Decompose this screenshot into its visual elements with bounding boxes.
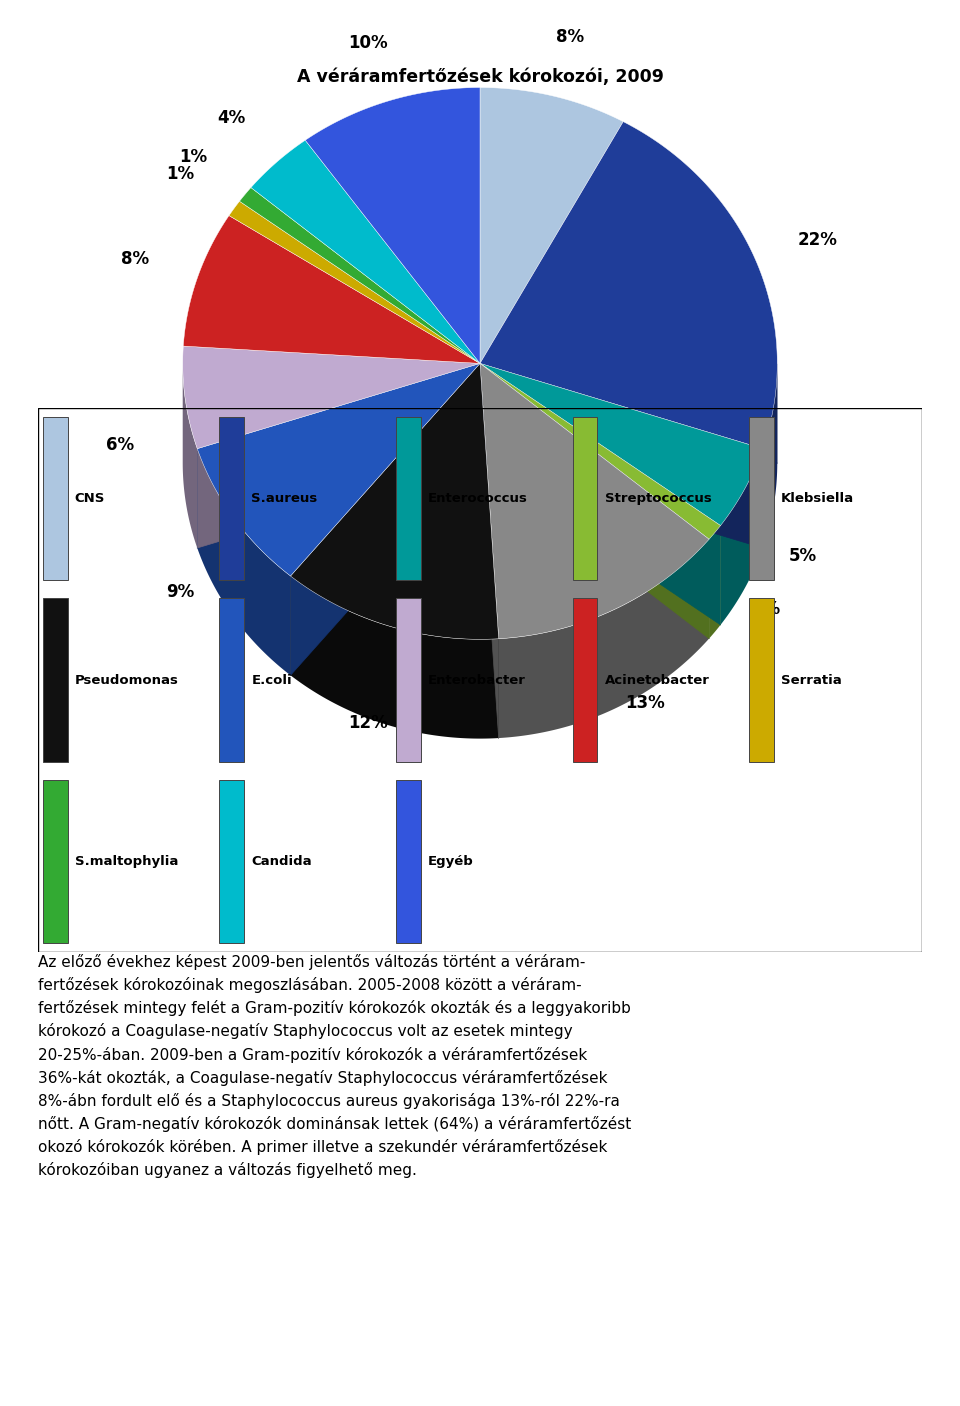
Polygon shape (291, 363, 480, 675)
Polygon shape (480, 363, 721, 540)
Polygon shape (763, 364, 778, 548)
Polygon shape (182, 363, 197, 548)
Text: Enterococcus: Enterococcus (428, 492, 528, 505)
Polygon shape (480, 363, 721, 624)
Polygon shape (480, 87, 623, 363)
Polygon shape (480, 363, 709, 638)
Text: 12%: 12% (348, 714, 388, 733)
Polygon shape (721, 449, 763, 624)
Polygon shape (480, 363, 763, 526)
Text: Egyéb: Egyéb (428, 855, 473, 868)
Text: Streptococcus: Streptococcus (605, 492, 711, 505)
Text: 5%: 5% (789, 547, 817, 565)
Polygon shape (480, 363, 498, 738)
Text: Enterobacter: Enterobacter (428, 673, 526, 686)
Polygon shape (197, 449, 291, 675)
Polygon shape (197, 363, 480, 576)
Polygon shape (480, 363, 763, 548)
Text: Candida: Candida (252, 855, 312, 868)
Text: Az előző évekhez képest 2009-ben jelentős változás történt a véráram-
fertőzések: Az előző évekhez képest 2009-ben jelentő… (38, 955, 632, 1178)
Polygon shape (480, 363, 778, 463)
Polygon shape (291, 363, 480, 675)
Text: 1%: 1% (180, 148, 207, 166)
FancyBboxPatch shape (43, 780, 67, 943)
Text: S.aureus: S.aureus (252, 492, 318, 505)
Text: S.maltophylia: S.maltophylia (75, 855, 178, 868)
FancyBboxPatch shape (750, 599, 774, 762)
FancyBboxPatch shape (396, 418, 420, 581)
Text: 6%: 6% (107, 436, 134, 454)
Text: Klebsiella: Klebsiella (781, 492, 854, 505)
Text: Serratia: Serratia (781, 673, 842, 686)
Text: Pseudomonas: Pseudomonas (75, 673, 179, 686)
Polygon shape (291, 576, 498, 738)
Text: 4%: 4% (218, 110, 246, 127)
FancyBboxPatch shape (220, 780, 244, 943)
Polygon shape (480, 122, 778, 449)
Polygon shape (197, 363, 480, 548)
Polygon shape (480, 363, 709, 638)
Text: 9%: 9% (166, 583, 194, 602)
Polygon shape (239, 187, 480, 363)
Text: A véráramfertőzések kórokozói, 2009: A véráramfertőzések kórokozói, 2009 (297, 67, 663, 86)
Text: E.coli: E.coli (252, 673, 292, 686)
Polygon shape (305, 87, 480, 363)
Polygon shape (229, 201, 480, 363)
FancyBboxPatch shape (43, 599, 67, 762)
Polygon shape (480, 363, 709, 638)
Polygon shape (480, 363, 763, 548)
Text: 1%: 1% (753, 600, 780, 619)
Polygon shape (498, 540, 709, 738)
Polygon shape (251, 141, 480, 363)
FancyBboxPatch shape (750, 418, 774, 581)
FancyBboxPatch shape (396, 780, 420, 943)
Text: 22%: 22% (798, 231, 837, 249)
FancyBboxPatch shape (573, 599, 597, 762)
Polygon shape (182, 346, 480, 449)
Text: CNS: CNS (75, 492, 105, 505)
FancyBboxPatch shape (220, 599, 244, 762)
Polygon shape (480, 363, 721, 624)
FancyBboxPatch shape (573, 418, 597, 581)
Text: 1%: 1% (166, 166, 194, 183)
Text: Acinetobacter: Acinetobacter (605, 673, 709, 686)
Polygon shape (197, 363, 480, 548)
Text: 8%: 8% (121, 250, 149, 269)
FancyBboxPatch shape (220, 418, 244, 581)
Text: 13%: 13% (625, 695, 664, 711)
Polygon shape (183, 215, 480, 363)
FancyBboxPatch shape (396, 599, 420, 762)
Polygon shape (480, 363, 498, 738)
Polygon shape (709, 526, 721, 638)
Polygon shape (291, 363, 498, 640)
FancyBboxPatch shape (43, 418, 67, 581)
Text: 8%: 8% (556, 28, 585, 46)
Text: 10%: 10% (348, 34, 388, 52)
